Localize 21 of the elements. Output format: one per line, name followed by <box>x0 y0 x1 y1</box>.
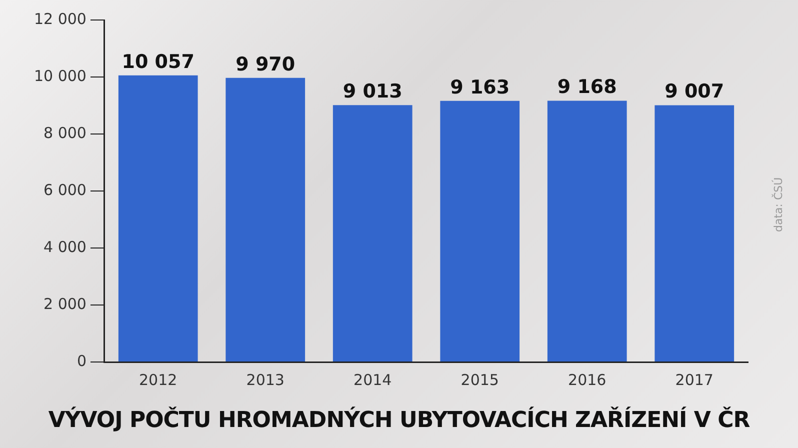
text: data: ČSÚ <box>772 177 785 232</box>
y-tick-label: 4 000 <box>44 238 86 256</box>
y-tick-label: 0 <box>76 352 86 370</box>
data-label: 9 007 <box>664 80 724 103</box>
data-label: 9 970 <box>236 53 296 76</box>
x-tick-label: 2014 <box>354 370 392 389</box>
x-tick-label: 2016 <box>568 370 606 389</box>
data-label: 9 163 <box>450 76 510 98</box>
y-tick-label: 2 000 <box>44 294 86 313</box>
x-tick-label: 2017 <box>675 370 714 389</box>
data-label: 10 057 <box>122 50 194 73</box>
x-tick-label: 2015 <box>460 370 499 389</box>
data-label: 9 168 <box>557 76 617 98</box>
y-tick-label: 12 000 <box>34 10 86 28</box>
text: VÝVOJ POČTU HROMADNÝCH UBYTOVACÍCH ZAŘÍZENÍ V ČR <box>47 408 751 433</box>
x-tick-label: 2013 <box>246 370 284 389</box>
x-tick-label: 2012 <box>139 370 178 389</box>
y-tick-label: 8 000 <box>44 124 86 142</box>
y-tick-label: 10 000 <box>34 66 86 85</box>
y-tick-label: 6 000 <box>44 180 86 199</box>
data-label: 9 013 <box>342 80 402 103</box>
